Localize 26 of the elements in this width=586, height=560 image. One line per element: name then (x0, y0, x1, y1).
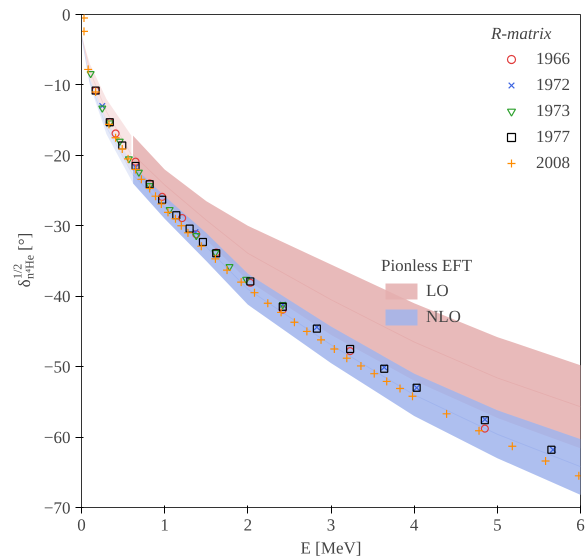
y-tick-label: −10 (44, 76, 71, 95)
x-tick-label: 2 (244, 516, 252, 534)
y-tick-label: −70 (44, 498, 71, 518)
y-tick-label: −20 (44, 146, 71, 166)
x-tick-label: 5 (493, 516, 502, 534)
x-tick-label: 6 (576, 516, 585, 534)
y-tick-label: −40 (44, 287, 71, 306)
y-tick-label: −50 (44, 358, 71, 377)
legend-title: R-matrix (491, 24, 552, 44)
legend-label: LO (426, 281, 449, 301)
legend-label: 2008 (536, 153, 570, 173)
x-tick-label: 3 (326, 516, 336, 534)
annotation: Pionless EFT (381, 256, 472, 276)
legend-label: 1972 (536, 75, 570, 95)
y-tick-label: −60 (44, 428, 71, 448)
x-tick-label: 1 (160, 516, 169, 534)
legend-label: 1973 (536, 101, 570, 121)
x-tick-label: 0 (77, 516, 86, 534)
legend-label: 1977 (536, 127, 570, 147)
x-axis-title: E [MeV] (300, 538, 362, 558)
legend-label: NLO (426, 307, 461, 327)
y-tick-label: 0 (62, 6, 70, 24)
y-axis-title: δ1/2n⁴He [°] (10, 232, 36, 288)
x-tick-label: 4 (410, 516, 419, 534)
y-tick-label: −30 (44, 216, 71, 236)
legend-label: 1966 (536, 49, 570, 69)
